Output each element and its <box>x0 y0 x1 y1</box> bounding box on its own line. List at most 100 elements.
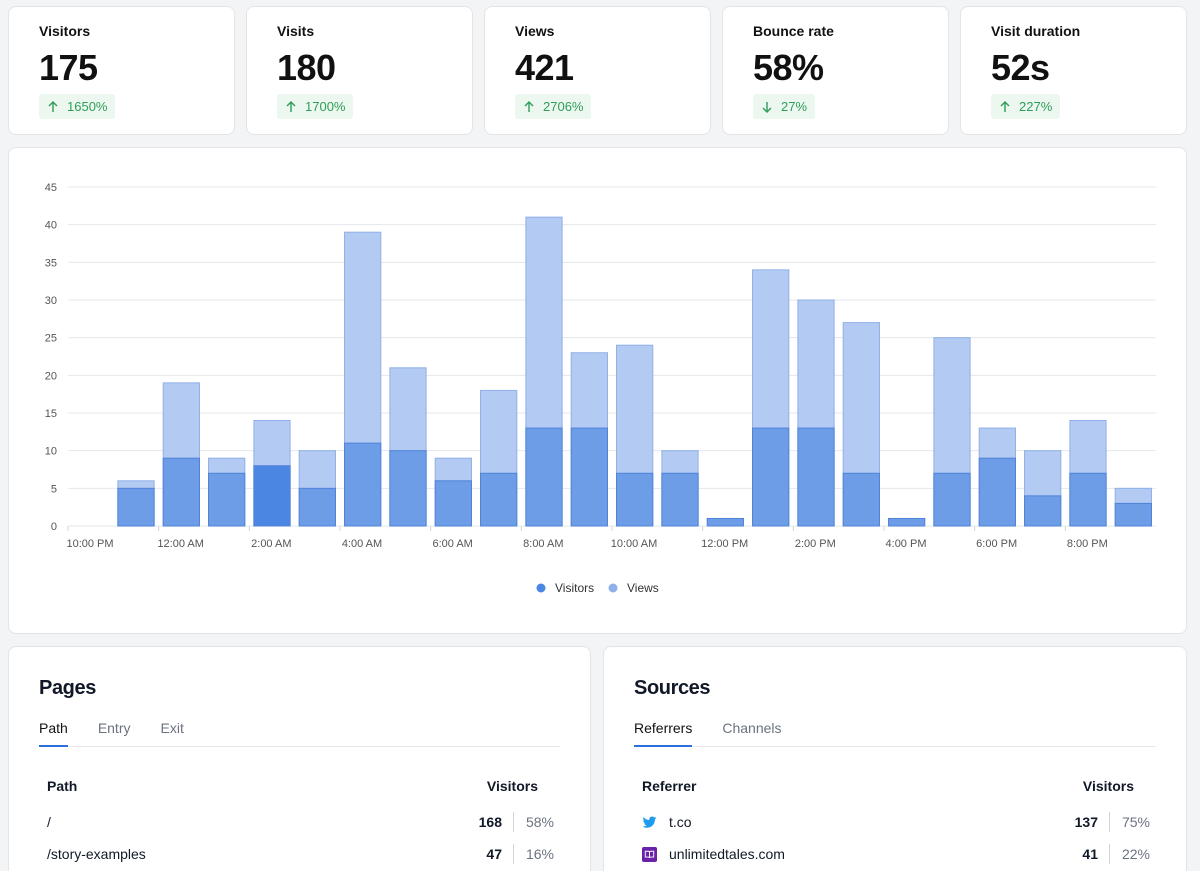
row-label-container[interactable]: unlimitedtales.com <box>642 846 1058 862</box>
bar-visitors <box>208 472 246 527</box>
metric-change: 227% <box>991 94 1061 119</box>
bar-visitors <box>344 442 382 527</box>
metric-change-value: 1650% <box>67 99 108 114</box>
divider <box>1109 812 1110 832</box>
legend-swatch <box>608 583 618 593</box>
x-tick-label: 4:00 PM <box>886 538 927 550</box>
x-tick-label: 8:00 AM <box>523 538 563 550</box>
table-row[interactable]: / 168 58% <box>47 811 554 833</box>
metric-label: Visitors <box>39 23 91 39</box>
row-label-container[interactable]: t.co <box>642 814 1058 830</box>
y-tick-label: 5 <box>51 483 57 495</box>
tab-entry[interactable]: Entry <box>97 720 131 736</box>
metric-value: 180 <box>277 47 336 88</box>
bar-visitors <box>706 517 744 527</box>
bar-visitors <box>434 480 472 527</box>
table-header: Path Visitors <box>47 778 538 794</box>
bar-visitors <box>298 487 336 527</box>
bar-visitors <box>525 427 563 527</box>
table-row[interactable]: unlimitedtales.com 41 22% <box>642 843 1150 865</box>
arrow-up-icon <box>1000 100 1010 112</box>
metric-label: Views <box>515 23 555 39</box>
x-tick-label: 12:00 AM <box>157 538 203 550</box>
chart-card: 0 5 10 15 20 25 30 35 40 45 10:00 PM 12:00 AM 2:00 A… <box>8 147 1187 634</box>
y-tick-label: 45 <box>45 182 57 194</box>
y-tick-label: 20 <box>45 370 57 382</box>
row-value: 47 <box>486 846 502 862</box>
y-tick-label: 40 <box>45 220 57 232</box>
table-row[interactable]: t.co 137 75% <box>642 811 1150 833</box>
row-percent: 16% <box>525 846 554 862</box>
metric-card-visits[interactable]: Visits 180 1700% <box>246 6 473 135</box>
x-tick-label: 6:00 AM <box>432 538 472 550</box>
row-label[interactable]: / <box>47 814 51 830</box>
bar-visitors <box>933 472 971 527</box>
bar-visitors <box>1069 472 1107 527</box>
y-tick-label: 35 <box>45 257 57 269</box>
tab-referrers[interactable]: Referrers <box>634 717 693 747</box>
metric-change: 27% <box>753 94 816 119</box>
metric-change-value: 2706% <box>543 99 584 114</box>
metric-value: 58% <box>753 47 824 88</box>
panel-title: Pages <box>39 677 96 699</box>
bar-visitors <box>162 457 200 527</box>
x-tick-label: 10:00 AM <box>611 538 657 550</box>
x-tick-label: 4:00 AM <box>342 538 382 550</box>
x-tick-label: 12:00 PM <box>701 538 748 550</box>
metric-change: 2706% <box>515 94 592 119</box>
metric-label: Bounce rate <box>753 23 834 39</box>
metric-label: Visit duration <box>991 23 1081 39</box>
metric-value: 421 <box>515 47 574 88</box>
tab-exit[interactable]: Exit <box>160 720 184 736</box>
bar-visitors <box>480 472 518 527</box>
row-label: t.co <box>669 814 692 830</box>
bar-chart: 0 5 10 15 20 25 30 35 40 45 10:00 PM 12:00 AM 2:00 A… <box>45 182 1156 595</box>
y-tick-label: 30 <box>45 295 57 307</box>
row-percent: 58% <box>525 814 554 830</box>
x-tick-label: 2:00 AM <box>251 538 291 550</box>
row-percent: 22% <box>1121 846 1150 862</box>
metric-card-bounce-rate[interactable]: Bounce rate 58% 27% <box>722 6 949 135</box>
sources-panel: Sources Referrers Channels Referrer Visi… <box>603 646 1187 871</box>
legend-label: Visitors <box>555 581 594 595</box>
tab-channels[interactable]: Channels <box>722 720 782 736</box>
bar-visitors <box>752 427 790 527</box>
arrow-up-icon <box>524 100 534 112</box>
table-header: Referrer Visitors <box>642 778 1134 794</box>
arrow-up-icon <box>48 100 58 112</box>
tab-path[interactable]: Path <box>39 717 68 747</box>
y-tick-label: 0 <box>51 521 57 533</box>
y-tick-label: 10 <box>45 446 57 458</box>
metric-change: 1700% <box>277 94 354 119</box>
x-tick-label: 10:00 PM <box>66 538 113 550</box>
x-tick-label: 6:00 PM <box>976 538 1017 550</box>
bar-visitors <box>797 427 835 527</box>
metric-value: 175 <box>39 47 98 88</box>
bar-visitors <box>978 457 1016 527</box>
column-header-visitors: Visitors <box>486 778 538 794</box>
divider <box>1109 844 1110 864</box>
bar-visitors <box>842 472 880 527</box>
metric-card-visit-duration[interactable]: Visit duration 52s 227% <box>960 6 1187 135</box>
panel-title: Sources <box>634 677 711 699</box>
pages-tabs: Path Entry Exit <box>39 717 560 747</box>
twitter-icon <box>642 816 657 828</box>
divider <box>513 812 514 832</box>
bar-visitors <box>570 427 608 527</box>
row-label: unlimitedtales.com <box>669 846 785 862</box>
x-tick-label: 2:00 PM <box>795 538 836 550</box>
column-header-referrer: Referrer <box>642 778 697 794</box>
row-value: 137 <box>1074 814 1098 830</box>
y-tick-label: 15 <box>45 408 57 420</box>
bar-visitors <box>616 472 654 527</box>
row-label[interactable]: /story-examples <box>47 846 146 862</box>
metric-card-views[interactable]: Views 421 2706% <box>484 6 711 135</box>
metric-card-visitors[interactable]: Visitors 175 1650% <box>8 6 235 135</box>
row-percent: 75% <box>1121 814 1150 830</box>
row-value: 168 <box>478 814 502 830</box>
legend-swatch <box>536 583 546 593</box>
table-row[interactable]: /story-examples 47 16% <box>47 843 554 865</box>
arrow-down-icon <box>762 101 772 113</box>
column-header-visitors: Visitors <box>1082 778 1134 794</box>
book-icon <box>642 846 657 862</box>
